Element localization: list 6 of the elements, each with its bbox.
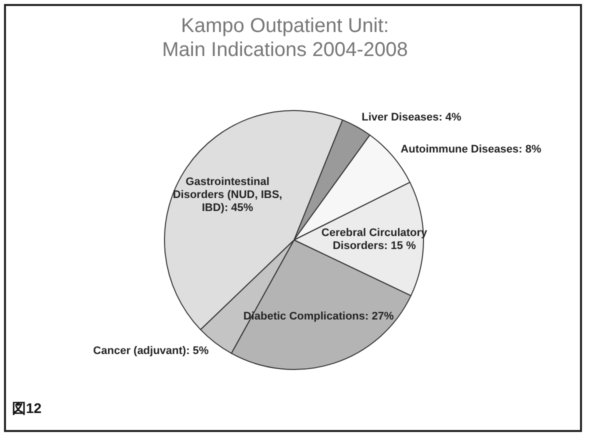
slice-label: Cancer (adjuvant): 5% [93,344,209,357]
chart-title: Kampo Outpatient Unit: Main Indications 2004-2008 [161,14,409,62]
caption: 図12 [12,400,42,418]
slice-label: Gastrointestinal Disorders (NUD, IBS, IBD): 45% [172,176,282,214]
slice-label: Liver Diseases: 4% [362,112,462,124]
slice-label: Autoimmune Diseases: 8% [400,144,542,156]
